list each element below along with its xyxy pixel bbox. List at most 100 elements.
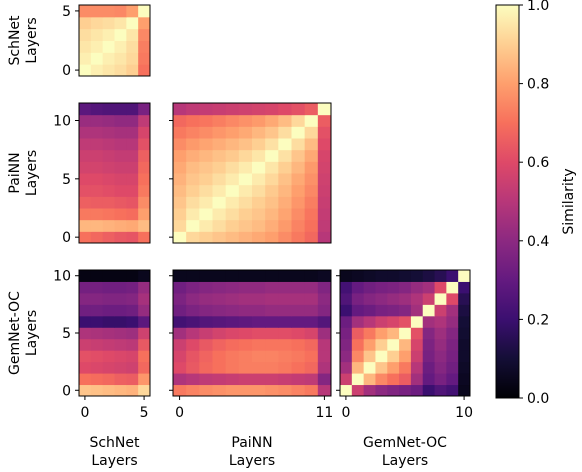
heatmap-cell bbox=[186, 219, 200, 232]
heatmap-cell bbox=[304, 161, 319, 174]
heatmap-cell bbox=[446, 327, 459, 340]
heatmap-cell bbox=[278, 184, 292, 197]
heatmap-cell bbox=[252, 149, 266, 162]
heatmap-cell bbox=[278, 149, 292, 162]
heatmap-cell bbox=[79, 149, 92, 162]
row-axis-label: SchNet bbox=[7, 15, 23, 66]
heatmap-cell bbox=[90, 281, 104, 294]
heatmap-cell bbox=[304, 373, 319, 386]
heatmap-cell bbox=[79, 208, 92, 221]
heatmap-cell bbox=[126, 114, 139, 127]
heatmap-cell bbox=[422, 361, 436, 374]
heatmap-cell bbox=[173, 384, 187, 397]
heatmap-cell bbox=[340, 315, 353, 328]
heatmap-cell bbox=[375, 304, 388, 317]
heatmap-cell bbox=[212, 292, 227, 305]
heatmap-cell bbox=[265, 281, 279, 294]
heatmap-cell bbox=[138, 270, 151, 282]
heatmap-cell bbox=[102, 373, 115, 386]
heatmap-cell bbox=[199, 208, 213, 221]
heatmap-cell bbox=[304, 138, 319, 151]
heatmap-cell bbox=[387, 304, 400, 317]
x-tick-label: 5 bbox=[140, 405, 149, 421]
heatmap-cell bbox=[102, 103, 115, 116]
heatmap-cell bbox=[114, 149, 127, 162]
heatmap-cell bbox=[199, 350, 213, 363]
heatmap-cell bbox=[340, 361, 353, 374]
heatmap-cell bbox=[79, 219, 92, 232]
heatmap-cell bbox=[317, 384, 332, 397]
heatmap-cell bbox=[351, 361, 365, 374]
heatmap-cell bbox=[387, 361, 400, 374]
heatmap-cell bbox=[375, 373, 388, 386]
heatmap-cell bbox=[252, 281, 266, 294]
heatmap-cell bbox=[225, 373, 240, 386]
heatmap-cell bbox=[317, 361, 332, 374]
heatmap-cell bbox=[90, 40, 104, 53]
heatmap-cell bbox=[173, 196, 187, 209]
heatmap-cell bbox=[90, 149, 104, 162]
heatmap-cell bbox=[173, 270, 187, 282]
x-tick-label: 0 bbox=[341, 405, 350, 421]
heatmap-cell bbox=[304, 114, 319, 127]
heatmap-cell bbox=[138, 161, 151, 174]
heatmap-cell bbox=[238, 219, 253, 232]
heatmap-cell bbox=[278, 384, 292, 397]
row-axis-label: Layers bbox=[24, 17, 40, 63]
heatmap-cell bbox=[114, 270, 127, 282]
heatmap-cell bbox=[138, 304, 151, 317]
heatmap-cell bbox=[186, 361, 200, 374]
heatmap-cell bbox=[138, 292, 151, 305]
heatmap-cell bbox=[252, 373, 266, 386]
heatmap-cell bbox=[173, 208, 187, 221]
heatmap-cell bbox=[79, 304, 92, 317]
heatmap-cell bbox=[126, 304, 139, 317]
heatmap-cell bbox=[102, 292, 115, 305]
panel-schnet-vs-schnet bbox=[78, 4, 151, 77]
heatmap-cell bbox=[265, 114, 279, 127]
heatmap-cell bbox=[186, 270, 200, 282]
heatmap-cell bbox=[410, 361, 424, 374]
heatmap-cell bbox=[102, 350, 115, 363]
row-axis-label: Layers bbox=[24, 150, 40, 196]
heatmap-cell bbox=[212, 184, 227, 197]
heatmap-cell bbox=[90, 28, 104, 41]
y-tick-label: 10 bbox=[53, 114, 71, 130]
heatmap-cell bbox=[278, 361, 292, 374]
heatmap-cell bbox=[252, 384, 266, 397]
heatmap-cell bbox=[238, 103, 253, 116]
heatmap-cell bbox=[173, 103, 187, 116]
heatmap-cell bbox=[265, 184, 279, 197]
heatmap-cell bbox=[126, 373, 139, 386]
heatmap-cell bbox=[114, 16, 127, 30]
heatmap-cell bbox=[90, 52, 104, 65]
heatmap-cell bbox=[173, 361, 187, 374]
heatmap-cell bbox=[90, 126, 104, 139]
heatmap-cell bbox=[291, 327, 306, 340]
heatmap-cell bbox=[225, 350, 240, 363]
heatmap-cell bbox=[304, 304, 319, 317]
heatmap-cell bbox=[186, 292, 200, 305]
heatmap-cell bbox=[238, 350, 253, 363]
heatmap-cell bbox=[79, 184, 92, 197]
heatmap-cell bbox=[265, 373, 279, 386]
heatmap-cell bbox=[340, 304, 353, 317]
heatmap-cell bbox=[79, 350, 92, 363]
heatmap-cell bbox=[458, 292, 471, 305]
heatmap-cell bbox=[278, 350, 292, 363]
heatmap-cell bbox=[304, 126, 319, 139]
heatmap-cell bbox=[212, 126, 227, 139]
heatmap-cell bbox=[138, 281, 151, 294]
heatmap-cell bbox=[317, 327, 332, 340]
heatmap-cell bbox=[422, 292, 436, 305]
heatmap-cell bbox=[410, 350, 424, 363]
heatmap-cell bbox=[399, 384, 412, 397]
heatmap-cell bbox=[90, 219, 104, 232]
heatmap-cell bbox=[278, 281, 292, 294]
heatmap-cell bbox=[225, 138, 240, 151]
heatmap-cell bbox=[458, 327, 471, 340]
heatmap-cell bbox=[446, 361, 459, 374]
heatmap-cell bbox=[225, 384, 240, 397]
heatmap-cell bbox=[458, 361, 471, 374]
